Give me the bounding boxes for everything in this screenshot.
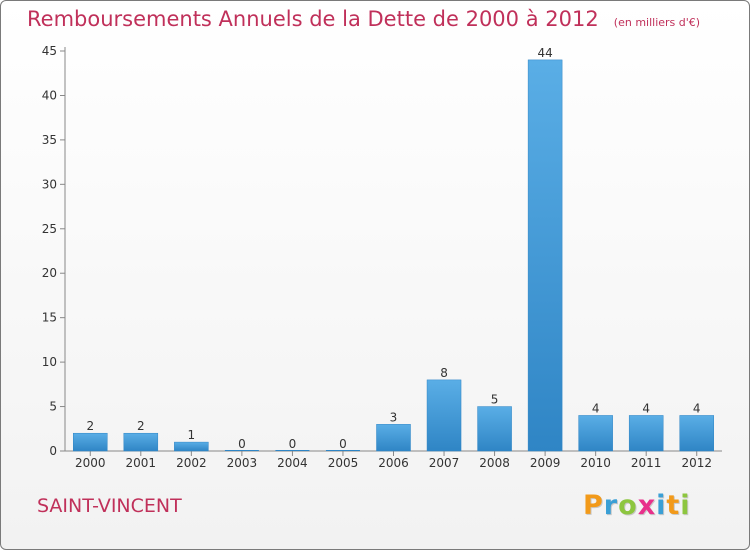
city-name: SAINT-VINCENT: [37, 495, 182, 517]
x-tick-label: 2006: [378, 456, 409, 470]
chart-title: Remboursements Annuels de la Dette de 20…: [27, 7, 700, 31]
bar-2002: [174, 441, 209, 452]
data-label: 4: [592, 401, 600, 415]
data-label: 5: [491, 393, 499, 407]
data-label: 4: [642, 401, 650, 415]
data-label: 0: [339, 437, 347, 451]
bar-2007: [426, 379, 462, 452]
proxiti-logo-letter: o: [618, 490, 638, 521]
data-label: 2: [86, 419, 94, 433]
data-label: 3: [390, 410, 398, 424]
proxiti-logo-letter: x: [637, 490, 657, 521]
x-tick-label: 2008: [479, 456, 510, 470]
bar-2011: [628, 415, 664, 452]
bar-2000: [73, 432, 108, 452]
y-tick-label: 40: [42, 88, 57, 102]
chart-labels: 2000 2 2001 2 2002 1 2003 0 2004 0 2005 0 2006 3 2007 8…: [75, 46, 712, 470]
proxiti-logo: Proxiti: [583, 490, 691, 521]
proxiti-logo-letter: i: [656, 490, 667, 521]
x-tick-label: 2003: [227, 456, 258, 470]
proxiti-logo-letter: i: [680, 490, 691, 521]
proxiti-logo-letter: P: [583, 490, 604, 521]
data-label: 0: [289, 437, 297, 451]
x-tick-label: 2009: [530, 456, 561, 470]
bar-2001: [123, 432, 159, 452]
bar-2009: [527, 59, 563, 452]
y-tick-label: 45: [42, 44, 57, 58]
bar-2005: [325, 450, 360, 451]
bar-2010: [578, 415, 613, 452]
bar-2006: [376, 424, 411, 452]
proxiti-logo-letter: r: [603, 490, 619, 521]
y-tick-label: 15: [42, 311, 57, 325]
x-tick-label: 2007: [429, 456, 460, 470]
data-label: 2: [137, 419, 145, 433]
proxiti-logo-letter: t: [666, 490, 681, 521]
bar-2004: [275, 450, 310, 451]
bar-2003: [224, 450, 259, 451]
bar-2008: [477, 406, 512, 452]
y-tick-label: 20: [42, 266, 57, 280]
data-label: 1: [188, 428, 196, 442]
bar-2012: [679, 415, 714, 452]
data-label: 4: [693, 401, 701, 415]
y-tick-label: 5: [49, 400, 57, 414]
data-label: 44: [537, 46, 552, 60]
x-tick-label: 2004: [277, 456, 308, 470]
x-tick-label: 2011: [631, 456, 662, 470]
data-label: 8: [440, 366, 448, 380]
data-label: 0: [238, 437, 246, 451]
chart-bars: [73, 59, 714, 452]
chart-unit-text: (en milliers d'€): [613, 16, 701, 29]
chart-title-text: Remboursements Annuels de la Dette de 20…: [27, 7, 599, 31]
y-tick-label: 30: [42, 177, 57, 191]
x-tick-label: 2002: [176, 456, 207, 470]
y-tick-label: 25: [42, 222, 57, 236]
y-tick-label: 0: [49, 444, 57, 458]
y-tick-label: 10: [42, 355, 57, 369]
x-tick-label: 2012: [681, 456, 712, 470]
x-tick-label: 2001: [126, 456, 157, 470]
x-tick-label: 2000: [75, 456, 106, 470]
x-tick-label: 2010: [580, 456, 611, 470]
y-tick-label: 35: [42, 133, 57, 147]
x-tick-label: 2005: [328, 456, 359, 470]
